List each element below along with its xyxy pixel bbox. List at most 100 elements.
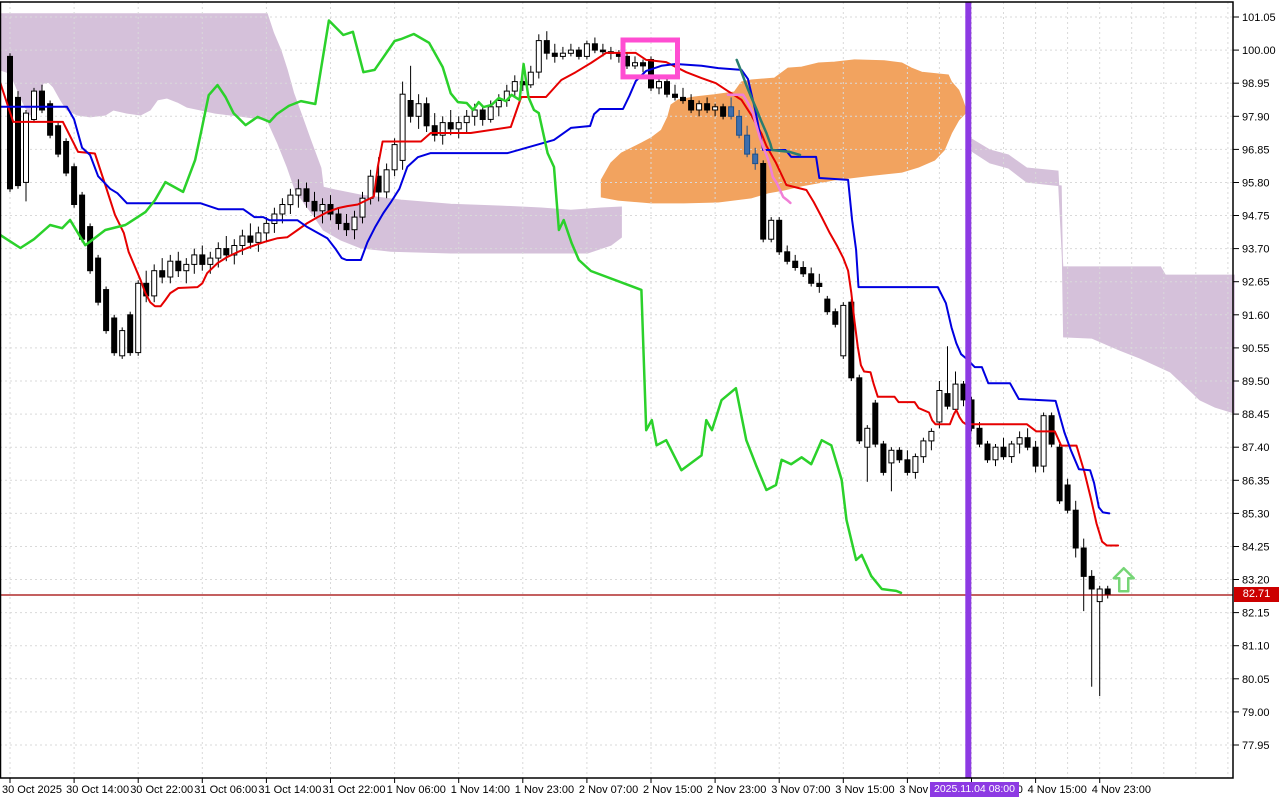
- candle-body: [263, 222, 270, 234]
- candle-body: [391, 144, 398, 171]
- candle-body: [431, 125, 438, 136]
- candle-body: [1064, 484, 1071, 511]
- price-axis[interactable]: 101.05 100.00 98.95 97.90 96.85 95.80 94.75 93.…: [1233, 12, 1276, 752]
- candle-body: [599, 49, 606, 53]
- candle-body: [495, 100, 502, 108]
- candle-body: [1016, 437, 1023, 445]
- candle-body: [944, 393, 951, 407]
- candle-body: [423, 103, 430, 127]
- time-tick-label: 2 Nov 07:00: [579, 784, 638, 796]
- price-tick-label: 97.90: [1242, 111, 1270, 123]
- price-tick-label: 85.30: [1242, 508, 1270, 520]
- price-tick-label: 89.50: [1242, 376, 1270, 388]
- candle-body: [896, 449, 903, 461]
- time-tick-label: 2 Nov 23:00: [707, 784, 766, 796]
- candle-body: [103, 289, 110, 332]
- candle-body: [359, 197, 366, 218]
- ichimoku-cloud-lavender-right: [967, 136, 1235, 414]
- candle-body: [55, 125, 62, 155]
- candle-body: [864, 427, 871, 448]
- price-tick-label: 90.55: [1242, 343, 1270, 355]
- candle-body: [111, 317, 118, 354]
- candle-body: [936, 390, 943, 423]
- time-tick-label: 31 Oct 22:00: [323, 784, 386, 796]
- candle-body: [1088, 575, 1095, 590]
- up-arrow-icon[interactable]: [1112, 566, 1135, 593]
- candle-body: [487, 106, 494, 120]
- candle-body: [439, 122, 446, 136]
- price-tick-label: 92.65: [1242, 277, 1270, 289]
- price-tick-label: 84.25: [1242, 542, 1270, 554]
- candle-body: [135, 282, 142, 354]
- candle-body: [383, 169, 390, 193]
- price-tick-label: 82.15: [1242, 608, 1270, 620]
- candle-body: [591, 43, 598, 51]
- candle-body: [720, 106, 727, 117]
- candle-body: [23, 112, 29, 183]
- candle-body: [159, 270, 166, 278]
- time-tick-label: 1 Nov 14:00: [451, 784, 510, 796]
- candle-body: [1032, 446, 1039, 467]
- time-tick-label: 31 Oct 06:00: [194, 784, 257, 796]
- candle-body: [752, 153, 759, 165]
- candle-body: [567, 49, 574, 54]
- price-tick-label: 81.10: [1242, 641, 1270, 653]
- price-tick-label: 77.95: [1242, 740, 1270, 752]
- highlight-rectangle[interactable]: [620, 37, 680, 80]
- candle-body: [535, 40, 542, 73]
- candle-body: [207, 257, 214, 265]
- candle-body: [479, 109, 486, 120]
- candle-body: [736, 115, 743, 136]
- tenkan-sen-line: [0, 51, 1120, 547]
- candle-body: [832, 311, 839, 325]
- candle-body: [920, 440, 927, 458]
- candle-body: [984, 443, 991, 461]
- candle-body: [239, 235, 246, 246]
- price-tick-label: 101.05: [1242, 12, 1276, 24]
- candle-body: [543, 40, 550, 54]
- candle-body: [351, 216, 358, 231]
- candle-body: [632, 62, 638, 67]
- time-tick-label: 30 Oct 14:00: [66, 784, 129, 796]
- candle-body: [335, 213, 342, 224]
- event-vertical-line[interactable]: [965, 2, 972, 778]
- candle-body: [680, 96, 686, 102]
- senkou-span-a-segment-line: [726, 93, 792, 205]
- candle-body: [559, 52, 566, 57]
- candle-body: [840, 304, 847, 357]
- candle-body: [1104, 588, 1111, 596]
- price-tick-label: 93.70: [1242, 244, 1270, 256]
- candle-body: [199, 254, 206, 265]
- candle-body: [191, 254, 198, 265]
- candle-body: [928, 430, 935, 442]
- candle-body: [511, 81, 518, 92]
- chikou-span-line: [0, 19, 903, 595]
- time-tick-label: 2 Nov 15:00: [643, 784, 702, 796]
- time-tick-label: 3 Nov 07:00: [771, 784, 830, 796]
- candle-body: [848, 301, 855, 379]
- candle-body: [551, 52, 558, 57]
- ichimoku-cloud-group: [0, 13, 1235, 414]
- candle-body: [183, 263, 190, 272]
- candle-body: [463, 115, 470, 124]
- candle-body: [583, 43, 590, 57]
- candle-body: [696, 103, 703, 111]
- candle-body: [215, 248, 222, 259]
- candle-body: [95, 257, 102, 303]
- price-tick-label: 88.45: [1242, 409, 1270, 421]
- candle-body: [175, 260, 182, 272]
- candle-body: [992, 446, 999, 461]
- time-axis[interactable]: 30 Oct 2025 30 Oct 14:00 30 Oct 22:00 31 Oc…: [2, 778, 1151, 796]
- candle-body: [664, 81, 670, 95]
- candle-body: [872, 402, 879, 445]
- candle-body: [768, 219, 775, 240]
- time-tick-label: 30 Oct 22:00: [130, 784, 193, 796]
- senkou-span-b-segment-line: [735, 58, 802, 157]
- current-price-badge: 82.71: [1234, 587, 1279, 602]
- candle-body: [303, 188, 310, 202]
- candle-body: [648, 59, 654, 89]
- candle-body: [119, 330, 126, 357]
